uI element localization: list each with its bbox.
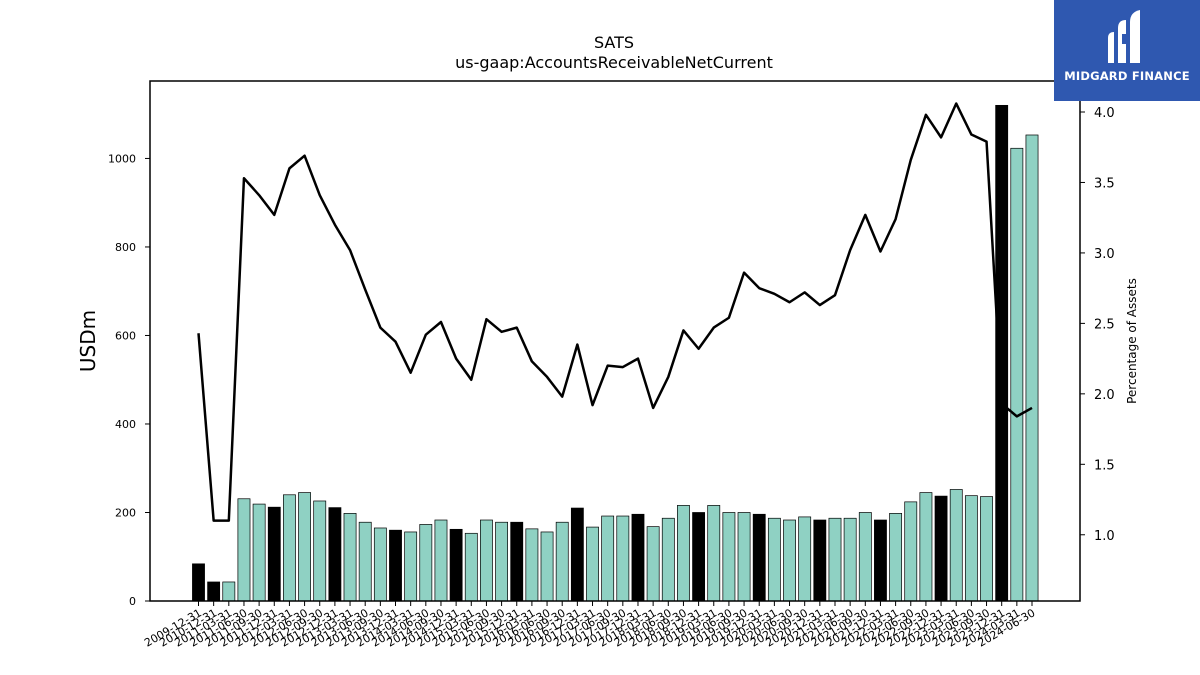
y-tick-label: 600 — [115, 329, 136, 342]
bar — [449, 528, 463, 602]
bar — [267, 506, 281, 602]
bar — [889, 513, 903, 602]
y-axis-label: USDm — [76, 310, 100, 372]
bar — [373, 527, 387, 602]
bar — [843, 517, 857, 602]
y-tick-label: 1000 — [108, 152, 136, 165]
x-axis: 2009-12-312010-12-312011-03-312011-06-30… — [142, 601, 1038, 650]
bar — [298, 492, 311, 602]
bar — [480, 519, 493, 602]
chart-subtitle: us-gaap:AccountsReceivableNetCurrent — [455, 53, 773, 72]
y2-tick-label: 3.5 — [1094, 176, 1115, 191]
bar — [222, 581, 236, 602]
bar — [677, 505, 690, 602]
bar — [858, 512, 872, 602]
y2-tick-label: 3.0 — [1094, 247, 1115, 262]
bar — [798, 516, 812, 602]
y2-tick-label: 2.0 — [1094, 388, 1115, 403]
bar — [192, 563, 205, 602]
line-path — [197, 102, 1033, 522]
bar — [510, 521, 524, 602]
bar — [813, 519, 827, 602]
bar — [722, 512, 736, 602]
bar — [419, 524, 433, 602]
bar — [964, 495, 978, 602]
y2-tick-label: 1.5 — [1094, 458, 1115, 473]
bar — [874, 519, 887, 602]
y2-axis-label: Percentage of Assets — [1125, 278, 1139, 404]
bar — [767, 517, 781, 602]
bar — [404, 531, 418, 602]
bar — [464, 532, 478, 602]
bar — [661, 517, 675, 602]
bar — [1025, 134, 1039, 602]
bar — [934, 495, 948, 602]
brand-logo: MIDGARD FINANCE — [1054, 0, 1200, 101]
bar — [207, 581, 221, 602]
bar — [570, 507, 584, 602]
y2-tick-label: 1.0 — [1094, 529, 1115, 544]
bar — [586, 526, 599, 602]
plot-frame — [149, 80, 1081, 602]
logo-mark-icon — [1108, 10, 1140, 63]
bar — [692, 512, 706, 602]
y-axis-right: 1.0 1.5 2.0 2.5 3.0 3.5 4.0 — [1080, 106, 1115, 544]
bar — [1010, 147, 1024, 602]
bar — [555, 521, 569, 602]
y2-tick-label: 4.0 — [1094, 106, 1115, 121]
bar — [343, 513, 357, 602]
bar — [389, 529, 402, 602]
logo-text: MIDGARD FINANCE — [1064, 69, 1190, 83]
bar — [252, 503, 266, 602]
bar — [646, 526, 660, 602]
bar — [313, 500, 327, 602]
y2-tick-label: 2.5 — [1094, 317, 1115, 332]
bar — [631, 513, 645, 602]
bar — [525, 528, 539, 602]
line-series — [197, 102, 1033, 522]
bar — [358, 521, 372, 602]
y-tick-label: 800 — [115, 241, 136, 254]
bar — [283, 494, 296, 602]
bar — [752, 513, 766, 602]
bar — [828, 517, 842, 602]
bar — [995, 104, 1009, 602]
bar — [616, 515, 630, 602]
bar — [919, 492, 933, 602]
bar — [707, 505, 721, 602]
bar — [949, 489, 963, 602]
bar — [601, 515, 615, 602]
y-axis-left: 0 200 400 600 800 1000 — [108, 152, 150, 608]
bar — [904, 501, 918, 602]
y-tick-label: 0 — [129, 595, 136, 608]
bar — [737, 512, 751, 602]
bar — [495, 521, 508, 602]
chart-title: SATS — [594, 33, 634, 52]
bar — [328, 507, 342, 602]
bar — [980, 496, 993, 602]
bar — [540, 531, 554, 602]
bar — [783, 519, 796, 602]
bar-series — [192, 104, 1039, 602]
bar — [434, 519, 448, 602]
bar — [237, 498, 251, 602]
y-tick-label: 400 — [115, 418, 136, 431]
y-tick-label: 200 — [115, 506, 136, 519]
